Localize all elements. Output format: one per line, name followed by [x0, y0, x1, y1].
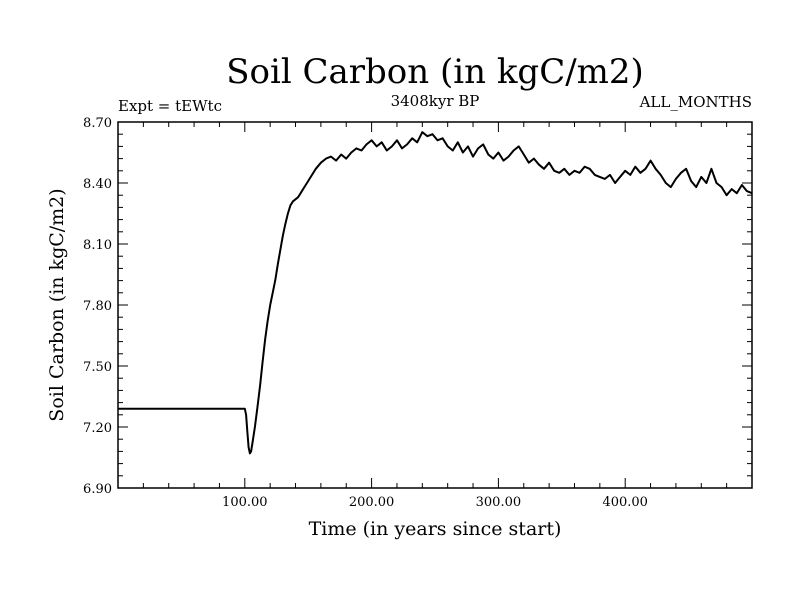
x-tick-label: 200.00 [349, 495, 395, 510]
y-tick-label: 6.90 [83, 482, 112, 497]
y-axis-label: Soil Carbon (in kgC/m2) [46, 188, 68, 421]
x-tick-label: 100.00 [222, 495, 268, 510]
y-tick-label: 8.40 [83, 177, 112, 192]
y-tick-label: 8.10 [83, 238, 112, 253]
plot-area: 100.00 200.00 300.00 400.00 6.90 7.20 7.50 7.80… [83, 116, 753, 510]
x-axis-label: Time (in years since start) [309, 518, 562, 540]
experiment-label: Expt = tEWtc [118, 97, 222, 115]
months-label: ALL_MONTHS [639, 93, 752, 111]
chart-title: Soil Carbon (in kgC/m2) [226, 52, 644, 92]
y-tick-label: 7.50 [83, 360, 112, 375]
x-tick-label: 300.00 [476, 495, 522, 510]
y-tick-label: 7.80 [83, 299, 112, 314]
y-tick-label: 8.70 [83, 116, 112, 131]
plot-frame [117, 121, 753, 489]
x-tick-label: 400.00 [602, 495, 648, 510]
series-line-soil-carbon [118, 131, 753, 455]
period-label: 3408kyr BP [391, 92, 480, 110]
y-tick-label: 7.20 [83, 421, 112, 436]
